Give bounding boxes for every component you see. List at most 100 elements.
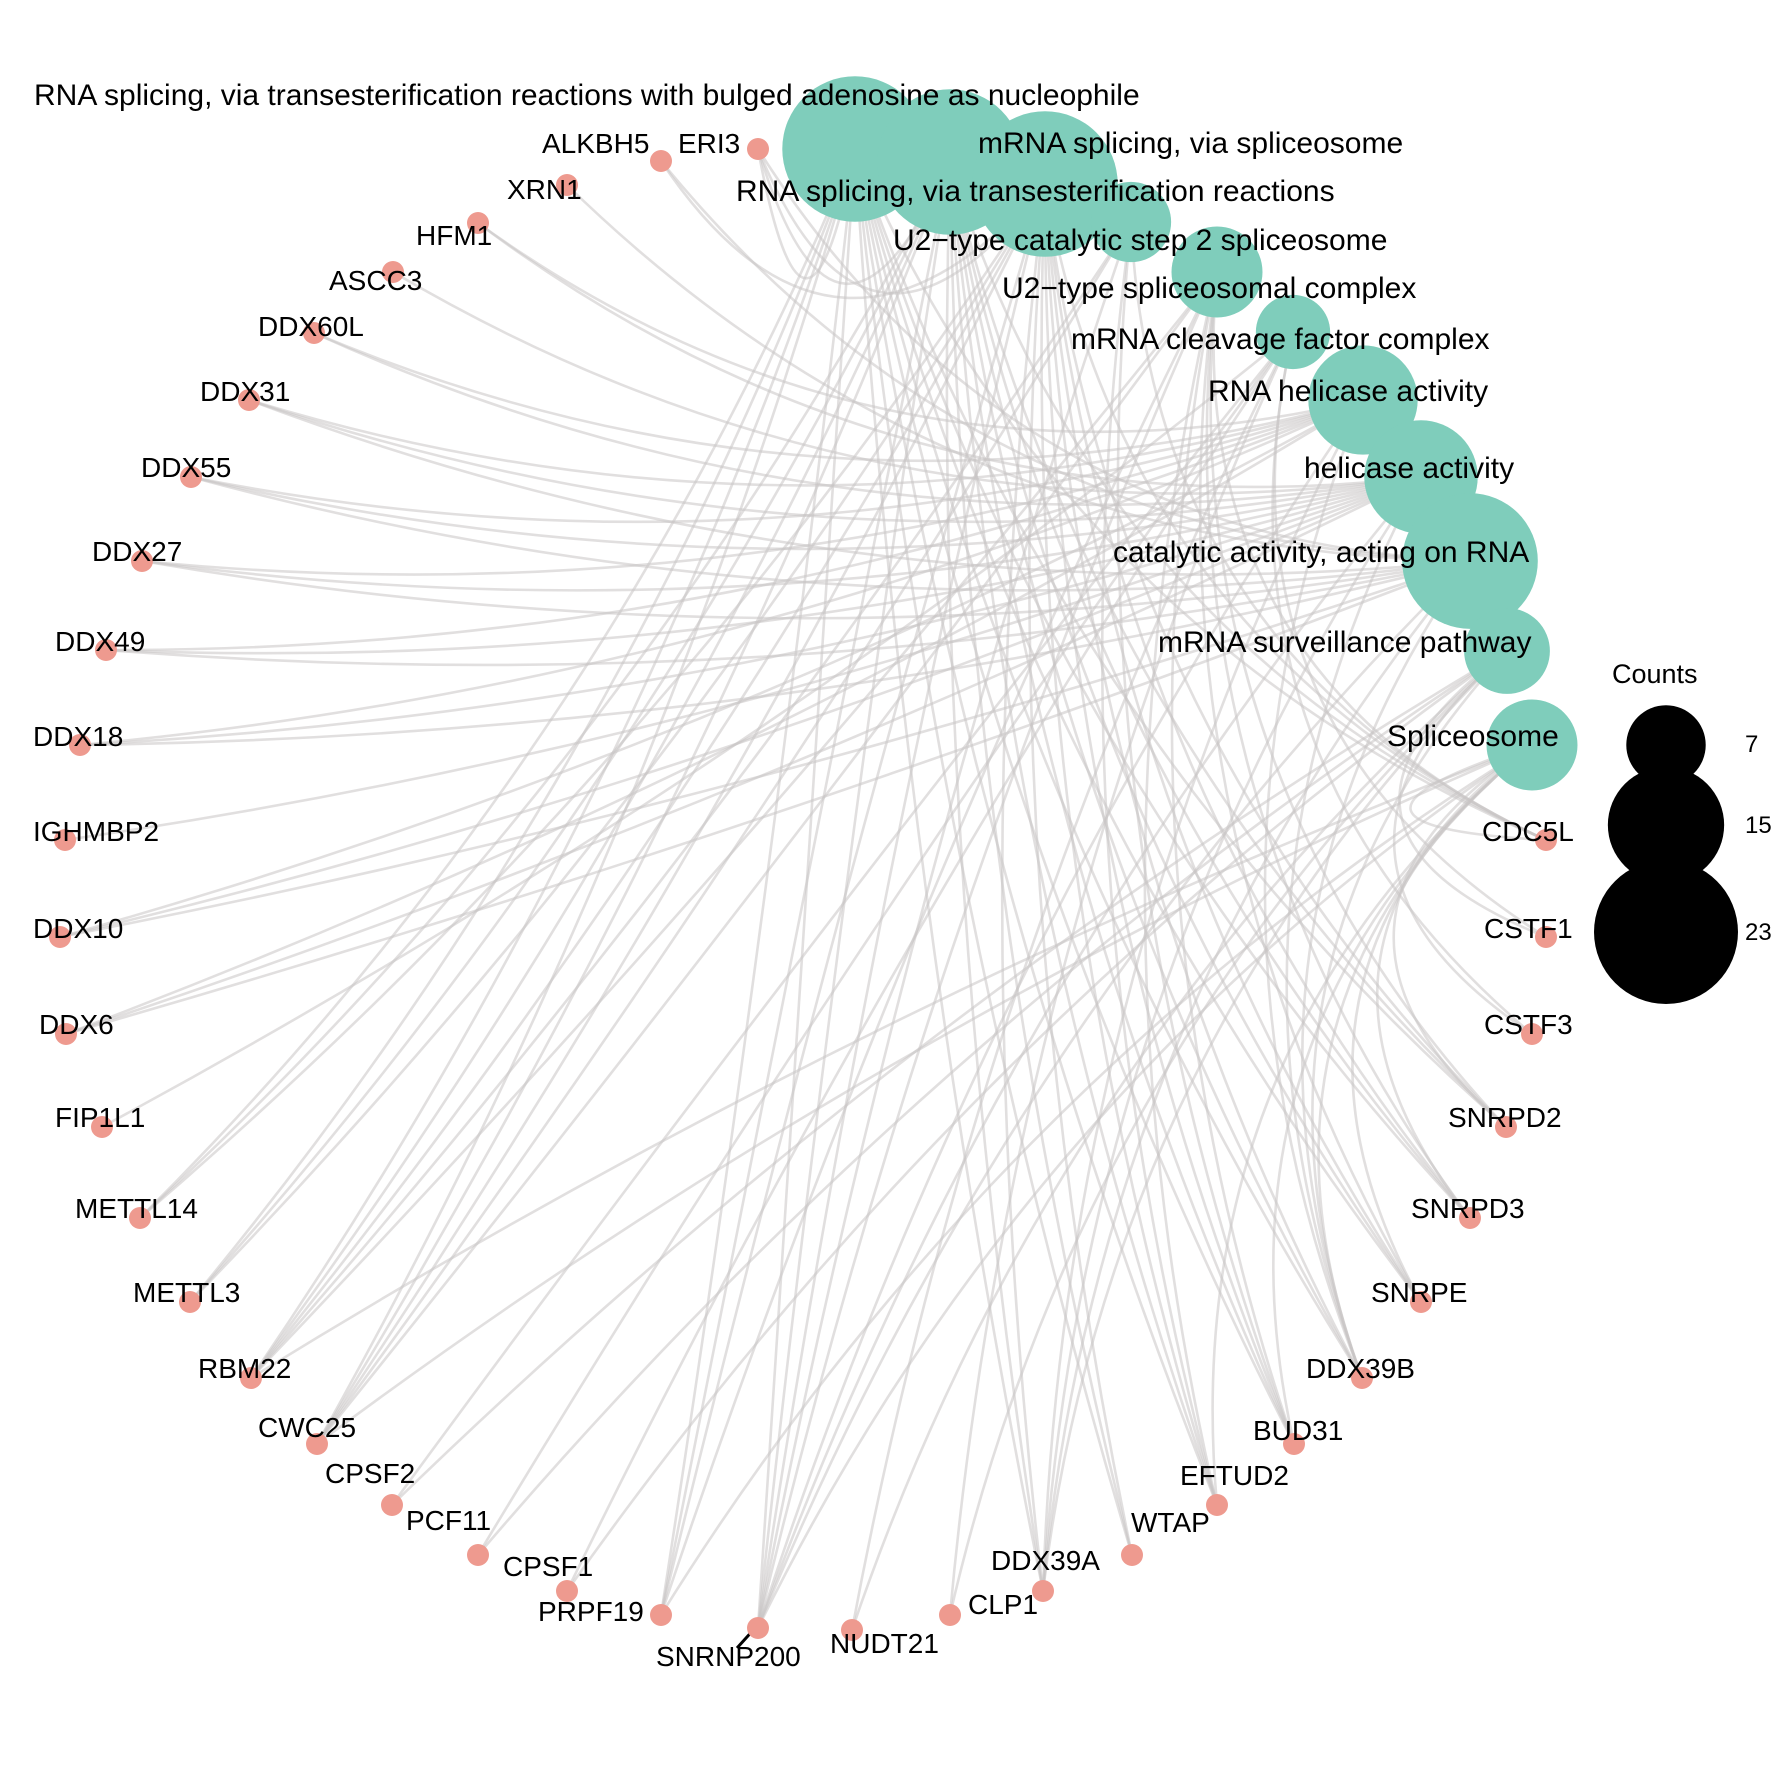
- edge-bud31: [853, 148, 1296, 1445]
- gene-node-snrpd2: [1495, 1116, 1517, 1138]
- edge-rbm22: [249, 183, 1047, 1379]
- gene-node-ddx60l: [303, 322, 325, 344]
- term-node-u2-type-catalytic-step-2-spliceosome: [1090, 181, 1172, 263]
- edge-ddx39b: [1043, 183, 1364, 1379]
- edge-cpsf1: [565, 649, 1508, 1592]
- term-node-rna-splicing-via-transesterification-reactions: [972, 111, 1118, 257]
- edge-bud31: [948, 161, 1296, 1445]
- gene-node-xrn1: [556, 174, 578, 196]
- gene-label-eftud2: EFTUD2: [1180, 1460, 1289, 1491]
- gene-label-ddx27: DDX27: [92, 536, 182, 567]
- edge-mettl3: [188, 148, 857, 1303]
- edge-cdc5l: [948, 161, 1547, 842]
- gene-label-alkbh5: ALKBH5: [542, 128, 649, 159]
- gene-node-eftud2: [1206, 1494, 1228, 1516]
- term-label-rna-splicing-via-transesterification-reactions-with-bulged-adenosine-as-nucleophile: RNA splicing, via transesterification re…: [34, 79, 1140, 112]
- edge-snrpd2: [1392, 743, 1533, 1128]
- edge-eftud2: [1100, 221, 1219, 1506]
- edge-eftud2: [853, 148, 1219, 1506]
- gene-node-cstf1: [1535, 926, 1557, 948]
- edge-ddx18: [79, 559, 1471, 747]
- edge-cpsf2: [390, 331, 1295, 1506]
- term-node-catalytic-activity-acting-on-rna: [1402, 493, 1538, 629]
- edge-ddx39a: [1041, 650, 1508, 1592]
- term-nodes: [782, 76, 1578, 791]
- gene-node-ddx10: [49, 926, 71, 948]
- edge-pcf11: [477, 649, 1508, 1556]
- gene-node-cwc25: [306, 1433, 328, 1455]
- term-node-mrna-surveillance-pathway: [1464, 608, 1550, 694]
- edge-clp1: [948, 650, 1508, 1616]
- edge-cdc5l: [1043, 183, 1547, 842]
- gene-node-ddx31: [238, 389, 260, 411]
- gene-label-nudt21: NUDT21: [830, 1628, 939, 1659]
- edge-cdc5l: [853, 148, 1547, 842]
- edge-mettl14: [139, 161, 952, 1219]
- legend-circle-23: [1594, 860, 1738, 1004]
- edge-snrnp200: [756, 476, 1422, 1629]
- gene-label-ddx49: DDX49: [55, 626, 145, 657]
- edge-xrn1: [566, 184, 1471, 563]
- gene-label-snrpe: SNRPE: [1371, 1277, 1467, 1308]
- gene-label-rbm22: RBM22: [198, 1353, 291, 1384]
- edge-ddx39b: [1285, 476, 1423, 1379]
- gene-label-ddx31: DDX31: [200, 376, 290, 407]
- gene-label-mettl3: METTL3: [133, 1277, 240, 1308]
- legend-items: 7 15 23: [1594, 705, 1771, 1004]
- edge-wtap: [1028, 183, 1134, 1556]
- edge-clp1: [948, 331, 1295, 1616]
- gene-label-ddx18: DDX18: [33, 721, 123, 752]
- term-label-mrna-splicing-via-spliceosome: mRNA splicing, via spliceosome: [978, 127, 1403, 160]
- edge-snrpd3: [1043, 183, 1472, 1219]
- gene-label-ddx55: DDX55: [141, 452, 231, 483]
- gene-label-pcf11: PCF11: [406, 1505, 491, 1536]
- edge-ddx31: [248, 398, 1471, 576]
- edge-ddx39b: [948, 161, 1364, 1379]
- legend-circle-7: [1626, 705, 1706, 785]
- gene-node-cpsf2: [381, 1494, 403, 1516]
- edge-snrpd2: [948, 161, 1507, 1128]
- edge-ddx39b: [853, 148, 1364, 1379]
- term-label-mrna-surveillance-pathway: mRNA surveillance pathway: [1158, 626, 1532, 659]
- gene-node-prpf19: [650, 1604, 672, 1626]
- gene-label-eri3: ERI3: [678, 128, 740, 159]
- edge-wtap: [853, 148, 1134, 1556]
- gene-label-xrn1: XRN1: [507, 174, 582, 205]
- gene-node-ddx39b: [1351, 1367, 1373, 1389]
- gene-node-ddx55: [180, 466, 202, 488]
- edge-ddx39a: [853, 148, 1045, 1592]
- edge-ddx10: [59, 398, 1364, 939]
- term-label-mrna-cleavage-factor-complex: mRNA cleavage factor complex: [1071, 323, 1490, 356]
- edge-rbm22: [250, 221, 1133, 1379]
- edge-ddx49: [105, 559, 1471, 667]
- edge-cpsf2: [391, 649, 1508, 1506]
- gene-node-ddx49: [95, 639, 117, 661]
- edge-ddx18: [79, 475, 1422, 747]
- edge-snrpd3: [1205, 271, 1472, 1219]
- edge-mettl14: [139, 183, 1047, 1219]
- gene-label-cdc5l: CDC5L: [1482, 816, 1574, 847]
- gene-label-cwc25: CWC25: [258, 1412, 356, 1443]
- edge-rbm22: [250, 271, 1219, 1379]
- gene-node-cpsf1: [556, 1580, 578, 1602]
- edge-cwc25: [315, 183, 1047, 1445]
- gene-node-alkbh5: [650, 150, 672, 172]
- gene-node-ddx27: [131, 550, 153, 572]
- gene-label-fip1l1: FIP1L1: [55, 1102, 145, 1133]
- network-edges: [59, 148, 1547, 1631]
- edge-cwc25: [315, 148, 857, 1445]
- edge-prpf19: [659, 743, 1533, 1616]
- legend-label-7: 7: [1745, 731, 1758, 758]
- edge-snrpd3: [853, 148, 1471, 1219]
- legend-title: Counts: [1612, 659, 1698, 689]
- edge-cdc5l: [1212, 271, 1547, 842]
- edge-snrnp200: [756, 743, 1533, 1629]
- edge-ddx60l: [313, 331, 1422, 507]
- gene-label-ddx39b: DDX39B: [1306, 1353, 1415, 1384]
- term-label-u2-type-spliceosomal-complex: U2−type spliceosomal complex: [1002, 272, 1416, 305]
- edge-cstf1: [1398, 649, 1547, 939]
- edge-rbm22: [249, 148, 857, 1379]
- gene-nodes: [49, 138, 1557, 1641]
- edge-cstf1: [1273, 331, 1547, 939]
- edge-eri3: [756, 148, 1471, 563]
